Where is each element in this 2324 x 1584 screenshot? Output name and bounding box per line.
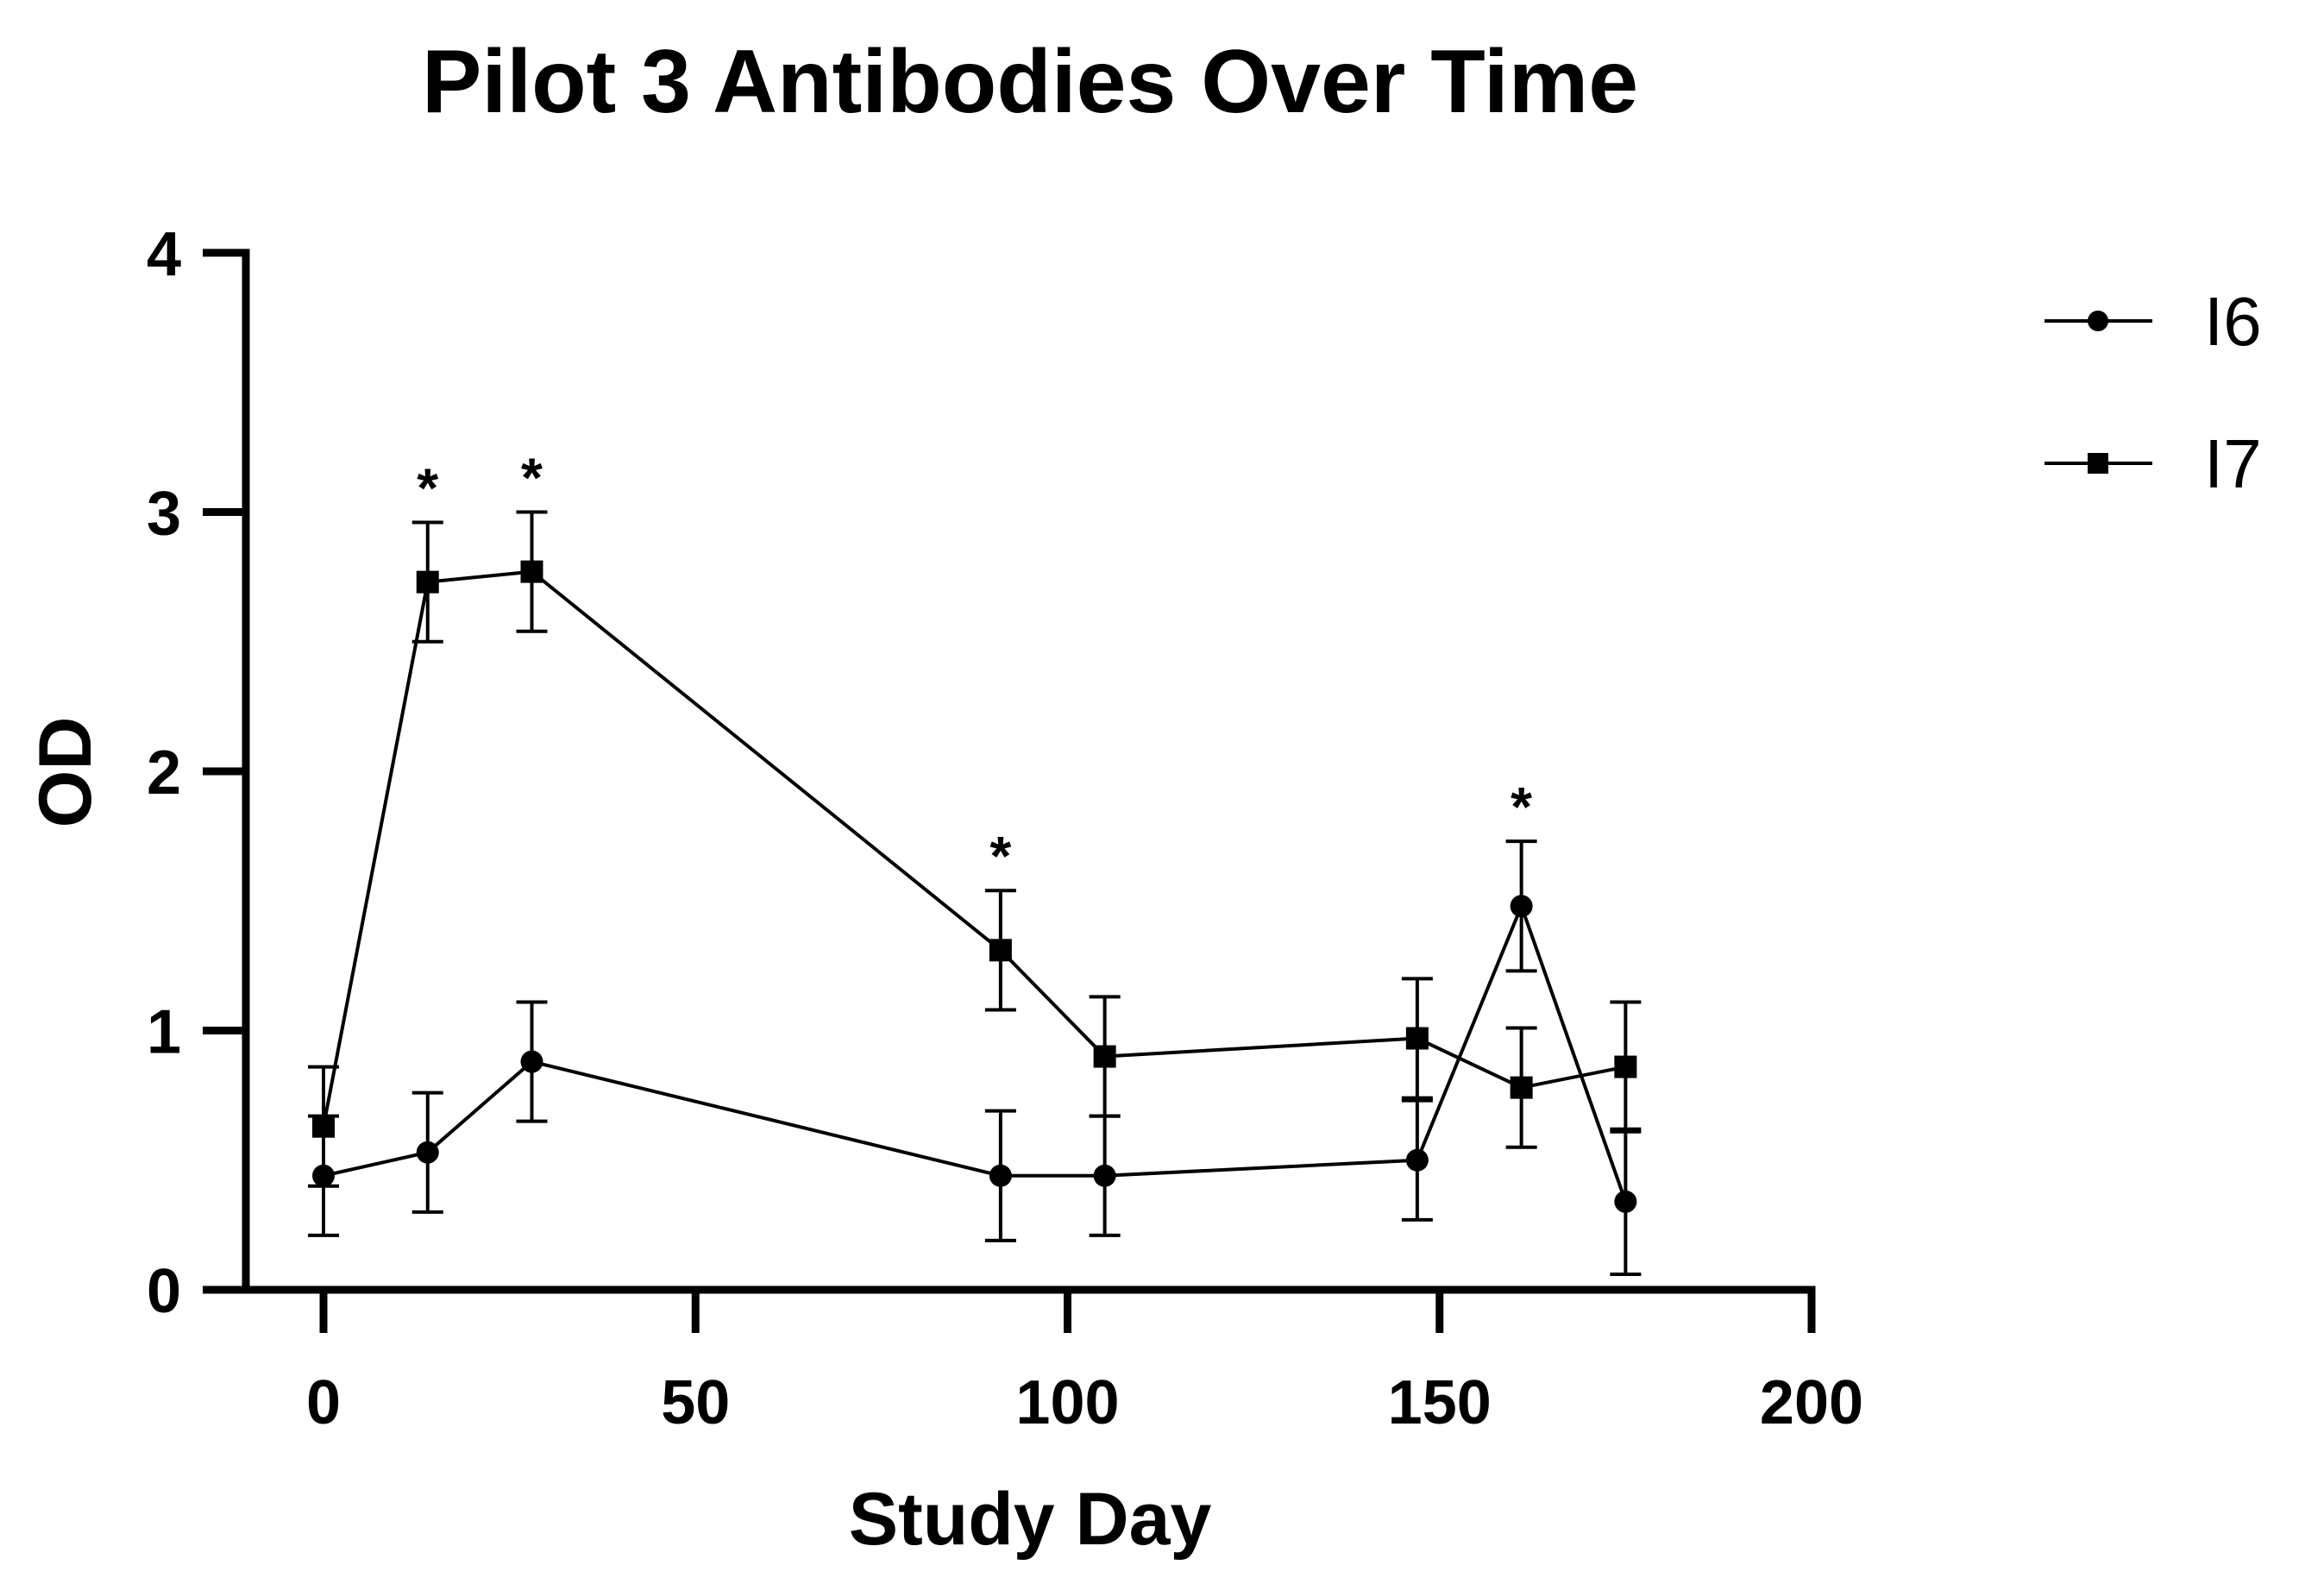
y-tick-label: 0 [147, 1257, 181, 1326]
x-tick-label: 0 [306, 1368, 341, 1437]
legend-marker-square [2088, 453, 2108, 474]
data-point-I6 [520, 1050, 543, 1073]
error-bars-group [308, 510, 1642, 1276]
data-point-I7 [312, 1115, 335, 1138]
data-point-I6 [1405, 1148, 1429, 1172]
data-point-I7 [416, 570, 439, 594]
legend-label: I7 [2204, 425, 2262, 502]
x-tick-label: 100 [1015, 1368, 1119, 1437]
data-point-I6 [1614, 1190, 1637, 1213]
axes-group: 0 1 2 3 4 0 50 100 150 200 [147, 220, 1863, 1437]
data-point-I6 [1093, 1164, 1116, 1187]
legend-item-I6: I6 [2044, 283, 2262, 360]
series-line-I6 [323, 904, 1628, 1203]
y-tick-label: 4 [147, 220, 181, 289]
markers-group [312, 560, 1637, 1213]
data-point-I7 [1614, 1055, 1637, 1078]
legend-marker-circle [2088, 311, 2108, 331]
annotations-group: * * * * [417, 447, 1532, 888]
data-point-I7 [1093, 1045, 1116, 1068]
significance-asterisk: * [1511, 776, 1532, 838]
significance-asterisk: * [417, 457, 438, 519]
x-tick-label: 50 [661, 1368, 730, 1437]
significance-asterisk: * [989, 825, 1011, 887]
legend-item-I7: I7 [2044, 425, 2262, 502]
x-tick-label: 150 [1388, 1368, 1492, 1437]
legend-label: I6 [2204, 283, 2262, 360]
data-point-I7 [1405, 1027, 1429, 1050]
data-point-I6 [312, 1164, 335, 1187]
legend: I6 I7 [2044, 283, 2262, 502]
y-axis-label: OD [24, 717, 107, 828]
series-line-I7 [322, 569, 1626, 1128]
data-point-I7 [989, 939, 1012, 962]
significance-asterisk: * [521, 447, 543, 509]
series-lines-group [322, 569, 1628, 1203]
y-tick-label: 2 [147, 739, 181, 808]
data-point-I6 [416, 1141, 439, 1164]
chart-title: Pilot 3 Antibodies Over Time [422, 32, 1638, 132]
y-tick-label: 1 [147, 998, 181, 1067]
data-point-I7 [520, 560, 543, 583]
data-point-I6 [989, 1164, 1012, 1187]
y-tick-label: 3 [147, 480, 181, 549]
data-point-I6 [1510, 895, 1533, 918]
x-axis-label: Study Day [849, 1478, 1212, 1561]
data-point-I7 [1510, 1076, 1533, 1099]
x-tick-label: 200 [1760, 1368, 1863, 1437]
